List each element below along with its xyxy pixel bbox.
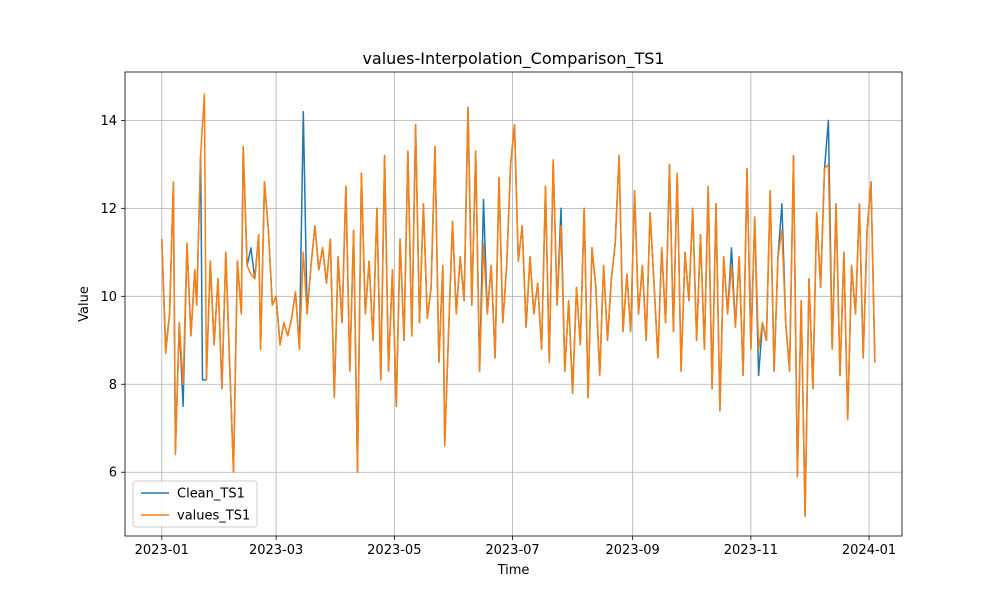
series-layer xyxy=(161,93,876,517)
legend: Clean_TS1 values_TS1 xyxy=(132,480,258,528)
y-tick-label: 12 xyxy=(100,202,117,217)
legend-label: values_TS1 xyxy=(177,509,250,524)
x-tick-label: 2023-01 xyxy=(135,543,189,558)
series-line-2 xyxy=(161,93,876,517)
x-tick-label: 2023-03 xyxy=(249,543,303,558)
x-tick-label: 2023-11 xyxy=(724,543,778,558)
y-tick-label: 8 xyxy=(109,378,117,393)
x-tick-label: 2024-01 xyxy=(842,543,896,558)
plot-frame xyxy=(124,71,903,537)
series-line-1 xyxy=(161,106,876,517)
y-tick-label: 14 xyxy=(100,114,117,129)
x-axis-label: Time xyxy=(497,563,530,578)
chart-title: values-Interpolation_Comparison_TS1 xyxy=(362,49,664,69)
y-tick-label: 10 xyxy=(100,290,117,305)
x-tick-label: 2023-05 xyxy=(367,543,421,558)
y-axis-label: Value xyxy=(77,286,92,322)
x-tick-label: 2023-09 xyxy=(606,543,660,558)
x-tick-label: 2023-07 xyxy=(485,543,539,558)
tick-layer: 2023-01 2023-03 2023-05 2023-07 2023-09 2023-… xyxy=(100,114,896,558)
legend-label: Clean_TS1 xyxy=(177,487,245,502)
y-tick-label: 6 xyxy=(109,466,117,481)
